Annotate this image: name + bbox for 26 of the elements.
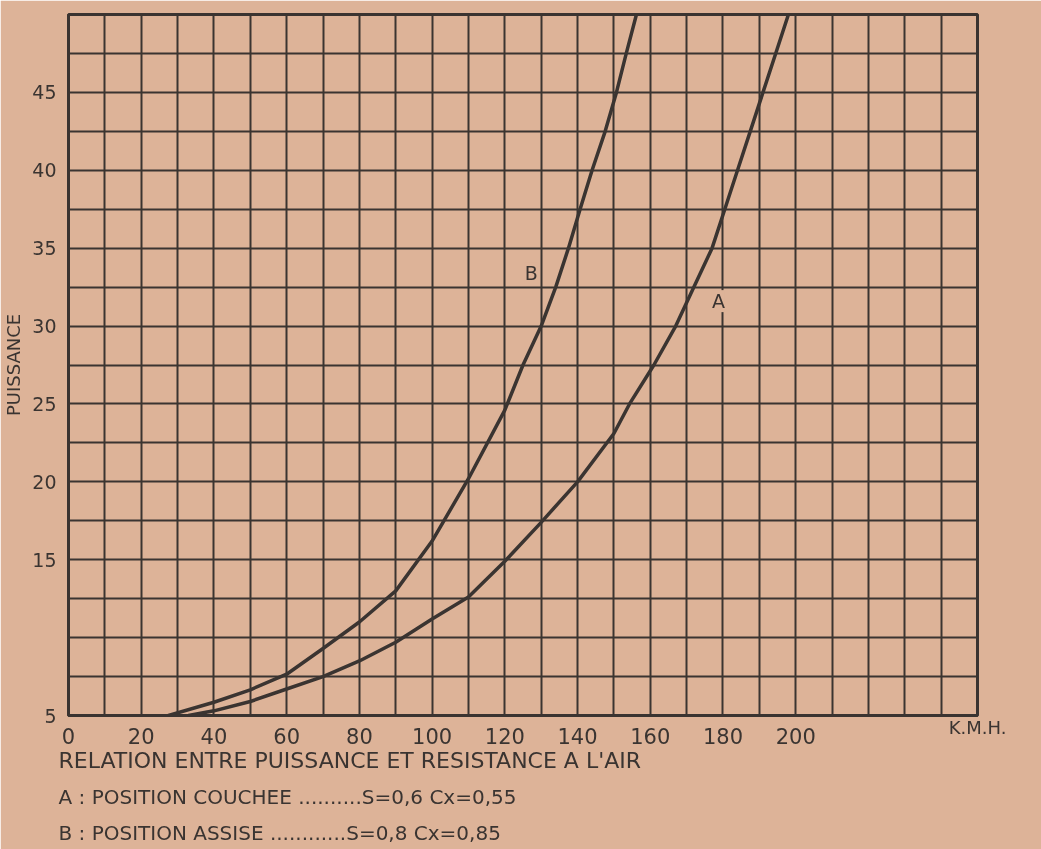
x-tick-label: 100 xyxy=(412,724,453,749)
y-tick-label: 30 xyxy=(32,315,57,338)
x-axis-title: K.M.H. xyxy=(948,716,1007,738)
text: A : POSITION COUCHEE ..........S=0,6 Cx=0,55 xyxy=(58,784,517,809)
y-tick-label: 20 xyxy=(32,470,57,493)
x-tick-label: 140 xyxy=(557,724,598,749)
x-tick-label: 180 xyxy=(702,724,744,749)
x-tick-label: 120 xyxy=(484,724,525,749)
y-tick-label: 45 xyxy=(32,81,57,104)
x-tick-label: 60 xyxy=(273,724,301,749)
y-tick-label: 40 xyxy=(32,159,57,182)
x-tick-label: 20 xyxy=(127,724,155,749)
x-tick-label: 200 xyxy=(775,724,816,749)
x-tick-label: 160 xyxy=(630,724,671,749)
y-tick-label: 5 xyxy=(44,704,57,727)
x-tick-label: 0 xyxy=(61,724,76,749)
x-tick-label: 80 xyxy=(346,724,373,749)
y-tick-label: 15 xyxy=(32,548,57,571)
x-tick-label: 40 xyxy=(200,724,228,749)
series-label: B xyxy=(524,262,538,285)
y-axis-title: PUISSANCE xyxy=(3,313,25,417)
y-tick-label: 35 xyxy=(32,237,57,260)
series-label: A xyxy=(711,290,725,313)
text: B : POSITION ASSISE ............S=0,8 Cx=0,85 xyxy=(58,820,501,845)
y-tick-label: 25 xyxy=(32,392,57,415)
text: RELATION ENTRE PUISSANCE ET RESISTANCE A L'AIR xyxy=(58,747,642,773)
